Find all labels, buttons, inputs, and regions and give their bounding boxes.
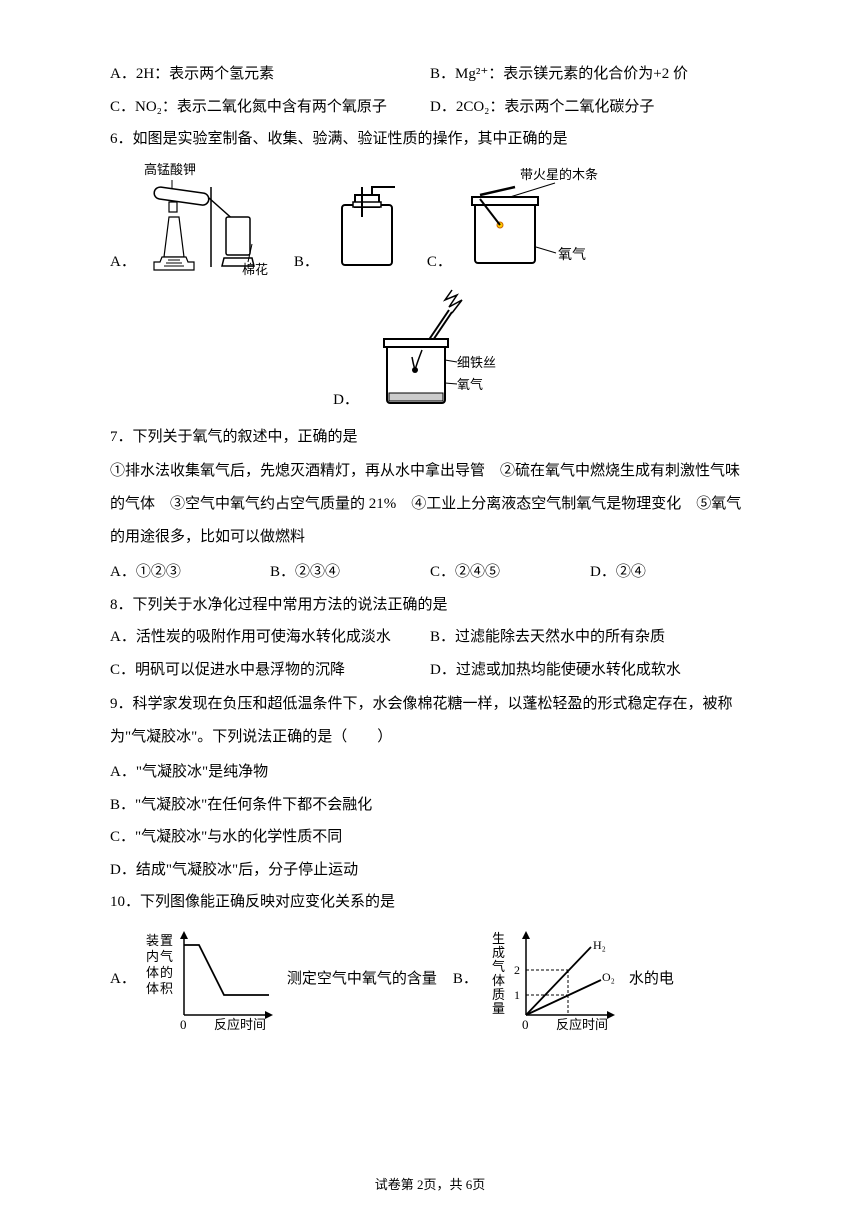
svg-text:积: 积: [160, 981, 173, 996]
svg-text:氧气: 氧气: [558, 247, 586, 263]
q8-opt-c: C．明矾可以促进水中悬浮物的沉降: [110, 656, 430, 685]
apparatus-d-icon: 细铁丝 氧气: [367, 285, 527, 415]
svg-text:0: 0: [522, 1017, 529, 1032]
svg-text:带火星的木条: 带火星的木条: [520, 167, 598, 182]
q9-opt-d: D．结成"气凝胶冰"后，分子停止运动: [110, 856, 750, 885]
q10-charts: A． 装 置 内 气 体 的 体 积 0 反应时间 测定空气中氧气的含量 B． …: [110, 925, 750, 1035]
q8-opt-b: B．过滤能除去天然水中的所有杂质: [430, 623, 750, 652]
apparatus-b-icon: [327, 177, 407, 277]
page-footer: 试卷第 2页，共 6页: [0, 1173, 860, 1198]
q6-option-d: D． 细铁丝 氧气: [333, 285, 527, 415]
svg-text:的: 的: [160, 965, 173, 980]
svg-text:体: 体: [146, 981, 159, 996]
q6-option-b: B．: [294, 177, 407, 277]
q5-opt-d: D．2CO₂：表示两个二氧化碳分子: [430, 93, 750, 122]
apparatus-a-icon: 高锰酸钾 棉花: [144, 162, 274, 277]
svg-text:氧气: 氧气: [457, 377, 483, 392]
svg-text:棉花: 棉花: [242, 262, 268, 277]
q8-opt-a: A．活性炭的吸附作用可使海水转化成淡水: [110, 623, 430, 652]
q9-stem: 9．科学家发现在负压和超低温条件下，水会像棉花糖一样，以蓬松轻盈的形式稳定存在，…: [110, 688, 750, 754]
q10-letter-a: A．: [110, 965, 136, 994]
svg-text:0: 0: [180, 1017, 187, 1032]
svg-text:量: 量: [492, 1001, 505, 1016]
svg-text:反应时间: 反应时间: [556, 1017, 608, 1032]
chart-b-icon: 生 成 气 体 质 量 H₂ O₂ 2 1 0 反应时间: [486, 925, 621, 1035]
q7-options: A．①②③ B．②③④ C．②④⑤ D．②④: [110, 558, 750, 587]
q9-opt-a: A．"气凝胶冰"是纯净物: [110, 758, 750, 787]
q6-letter-d: D．: [333, 386, 359, 415]
q7-opt-d: D．②④: [590, 558, 750, 587]
svg-text:1: 1: [514, 988, 520, 1002]
q8-opt-d: D．过滤或加热均能使硬水转化成软水: [430, 656, 750, 685]
q9-opt-c: C．"气凝胶冰"与水的化学性质不同: [110, 823, 750, 852]
svg-text:置: 置: [160, 933, 173, 948]
svg-text:O₂: O₂: [602, 970, 615, 984]
q10-letter-b: B．: [453, 965, 478, 994]
svg-text:H₂: H₂: [593, 938, 606, 952]
q6-option-a: A． 高锰酸钾 棉花: [110, 162, 274, 277]
q10-stem: 10．下列图像能正确反映对应变化关系的是: [110, 888, 750, 917]
q10-caption-a: 测定空气中氧气的含量: [287, 965, 437, 994]
q7-opt-c: C．②④⑤: [430, 558, 590, 587]
q5-options: A．2H：表示两个氢元素 B．Mg²⁺：表示镁元素的化合价为+2 价: [110, 60, 750, 89]
q10-caption-b: 水的电: [629, 965, 674, 994]
svg-text:反应时间: 反应时间: [214, 1017, 266, 1032]
q6-row1: A． 高锰酸钾 棉花 B．: [110, 162, 750, 277]
svg-text:气: 气: [160, 949, 173, 964]
q6-option-c: C． 带火星的木条 氧气: [427, 167, 620, 277]
svg-text:装: 装: [146, 933, 159, 948]
svg-text:高锰酸钾: 高锰酸钾: [144, 162, 196, 177]
q8-row1: A．活性炭的吸附作用可使海水转化成淡水 B．过滤能除去天然水中的所有杂质: [110, 623, 750, 652]
svg-text:生: 生: [492, 931, 505, 946]
q9-opt-b: B．"气凝胶冰"在任何条件下都不会融化: [110, 791, 750, 820]
svg-text:内: 内: [146, 949, 159, 964]
q6-stem: 6．如图是实验室制备、收集、验满、验证性质的操作，其中正确的是: [110, 125, 750, 154]
svg-text:质: 质: [492, 987, 505, 1002]
q6-letter-a: A．: [110, 248, 136, 277]
q5-opt-a: A．2H：表示两个氢元素: [110, 60, 430, 89]
svg-text:气: 气: [492, 959, 505, 974]
q6-letter-c: C．: [427, 248, 452, 277]
q7-opt-a: A．①②③: [110, 558, 270, 587]
svg-text:细铁丝: 细铁丝: [457, 355, 496, 370]
chart-a-icon: 装 置 内 气 体 的 体 积 0 反应时间: [144, 925, 279, 1035]
q5-options-2: C．NO₂：表示二氧化氮中含有两个氧原子 D．2CO₂：表示两个二氧化碳分子: [110, 93, 750, 122]
apparatus-c-icon: 带火星的木条 氧气: [460, 167, 620, 277]
q7-stem: 7．下列关于氧气的叙述中，正确的是: [110, 423, 750, 452]
q5-opt-c: C．NO₂：表示二氧化氮中含有两个氧原子: [110, 93, 430, 122]
svg-text:体: 体: [146, 965, 159, 980]
q6-letter-b: B．: [294, 248, 319, 277]
q8-row2: C．明矾可以促进水中悬浮物的沉降 D．过滤或加热均能使硬水转化成软水: [110, 656, 750, 685]
svg-text:2: 2: [514, 963, 520, 977]
svg-text:体: 体: [492, 973, 505, 988]
svg-text:成: 成: [492, 945, 505, 960]
q7-body: ①排水法收集氧气后，先熄灭酒精灯，再从水中拿出导管 ②硫在氧气中燃烧生成有刺激性…: [110, 455, 750, 554]
q7-opt-b: B．②③④: [270, 558, 430, 587]
q6-row2: D． 细铁丝 氧气: [110, 285, 750, 415]
q5-opt-b: B．Mg²⁺：表示镁元素的化合价为+2 价: [430, 60, 750, 89]
q8-stem: 8．下列关于水净化过程中常用方法的说法正确的是: [110, 591, 750, 620]
